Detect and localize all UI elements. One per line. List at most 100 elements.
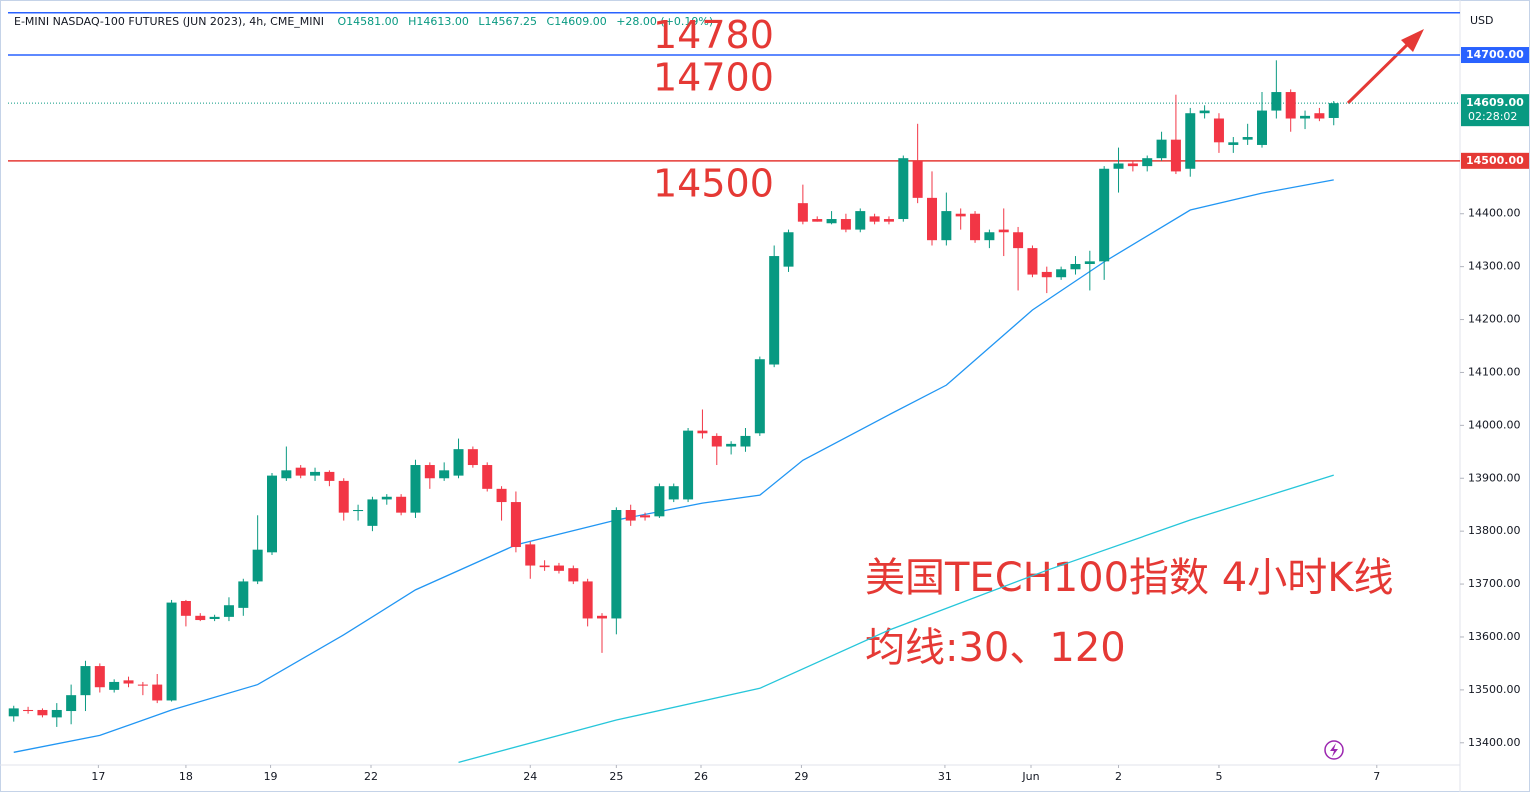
candle-body (711, 435, 722, 447)
price-annotation: 14700 (653, 56, 774, 100)
x-tick-label: 2 (1115, 770, 1122, 783)
candle-body (812, 219, 823, 222)
candle-body (1314, 113, 1325, 119)
candle-body (252, 549, 263, 582)
candle-body (1170, 139, 1181, 172)
candle-body (281, 470, 292, 479)
candle-body (883, 219, 894, 222)
arrow (1346, 29, 1424, 105)
candle-body (826, 219, 837, 224)
y-tick-label: 13500.00 (1468, 683, 1521, 696)
candle-body (984, 232, 995, 241)
candle-body (410, 465, 421, 513)
candle-body (553, 565, 564, 571)
candle-body (525, 544, 536, 566)
plot (8, 11, 1460, 763)
annotation: 均线:30、120 (865, 625, 1126, 671)
y-tick-label: 14200.00 (1468, 313, 1521, 326)
candle-body (166, 602, 177, 701)
candle-body (66, 695, 77, 712)
x-tick-label: 17 (91, 770, 105, 783)
candle-body (625, 510, 636, 521)
candle-body (80, 666, 91, 696)
price-label: 14700.00 (1466, 48, 1524, 61)
candle-body (367, 499, 378, 526)
candle-body (353, 510, 364, 512)
y-tick-label: 14100.00 (1468, 365, 1521, 378)
x-tick-label: 31 (938, 770, 952, 783)
candle-body (654, 486, 665, 517)
ohlc-open: O14581.00 (338, 15, 399, 28)
candle-body (51, 709, 62, 718)
x-tick-label: 24 (523, 770, 537, 783)
last-price-box (1461, 94, 1529, 127)
price-label-box (1461, 152, 1529, 169)
candle-body (783, 232, 794, 267)
annotation: 美国TECH100指数 4小时K线 (865, 555, 1393, 601)
y-tick-label: 13600.00 (1468, 630, 1521, 643)
candle-body (396, 496, 407, 513)
candle-body (180, 600, 191, 616)
candle-body (338, 480, 349, 513)
candle-body (1300, 115, 1311, 119)
candle-body (1156, 139, 1167, 159)
x-tick-label: 29 (794, 770, 808, 783)
y-tick-label: 14300.00 (1468, 260, 1521, 273)
candle-body (238, 581, 249, 608)
header: E-MINI NASDAQ-100 FUTURES (JUN 2023), 4h… (14, 15, 713, 28)
candle-body (209, 616, 220, 619)
candle-body (467, 449, 478, 466)
candle-body (510, 502, 521, 548)
candle-body (998, 229, 1009, 233)
y-tick-label: 13400.00 (1468, 736, 1521, 749)
candle-body (912, 160, 923, 198)
x-tick-label: 22 (364, 770, 378, 783)
candle-body (970, 213, 981, 241)
y-tick-label: 13700.00 (1468, 577, 1521, 590)
symbol: E-MINI NASDAQ-100 FUTURES (JUN 2023), 4h… (14, 15, 324, 28)
x-tick-label: 26 (694, 770, 708, 783)
candle-body (453, 449, 464, 476)
candle-body (1328, 103, 1339, 118)
ohlc-low: L14567.25 (478, 15, 537, 28)
candle-body (1228, 142, 1239, 145)
candle-body (23, 709, 34, 712)
candle-body (1013, 232, 1024, 249)
candle-body (1041, 271, 1052, 278)
x-tick-label: 7 (1373, 770, 1380, 783)
candle-body (8, 708, 19, 717)
candle-body (740, 435, 751, 447)
last-price-label: 14609.00 (1466, 96, 1524, 109)
candle-body (927, 197, 937, 241)
candle-body (1070, 263, 1081, 270)
candle-body (324, 471, 335, 481)
candle-body (1127, 163, 1138, 167)
x-tick-label: Jun (1021, 770, 1039, 783)
x-tick-label: 25 (609, 770, 623, 783)
candle-body (568, 568, 579, 582)
candle-body (1213, 118, 1224, 143)
candle-body (840, 219, 851, 230)
candle-body (955, 213, 966, 217)
ohlc-close: C14609.00 (547, 15, 607, 28)
candle-body (869, 216, 880, 222)
candle-body (769, 256, 780, 365)
candle-body (1242, 137, 1253, 140)
candle-body (1285, 92, 1296, 119)
price-label-box (1461, 47, 1529, 64)
candle-body (1084, 261, 1095, 264)
candle-body (310, 471, 321, 476)
candle-body (754, 359, 765, 434)
candle-body (496, 488, 507, 503)
candle-body (223, 605, 234, 617)
price-annotation: 14500 (653, 161, 774, 205)
candle-body (1257, 110, 1267, 145)
candle-body (381, 496, 392, 500)
candle-body (1142, 158, 1153, 167)
candle-body (898, 158, 909, 220)
candle-body (1271, 92, 1282, 111)
moving-average-line (13, 179, 1334, 753)
candle-body (611, 510, 622, 619)
